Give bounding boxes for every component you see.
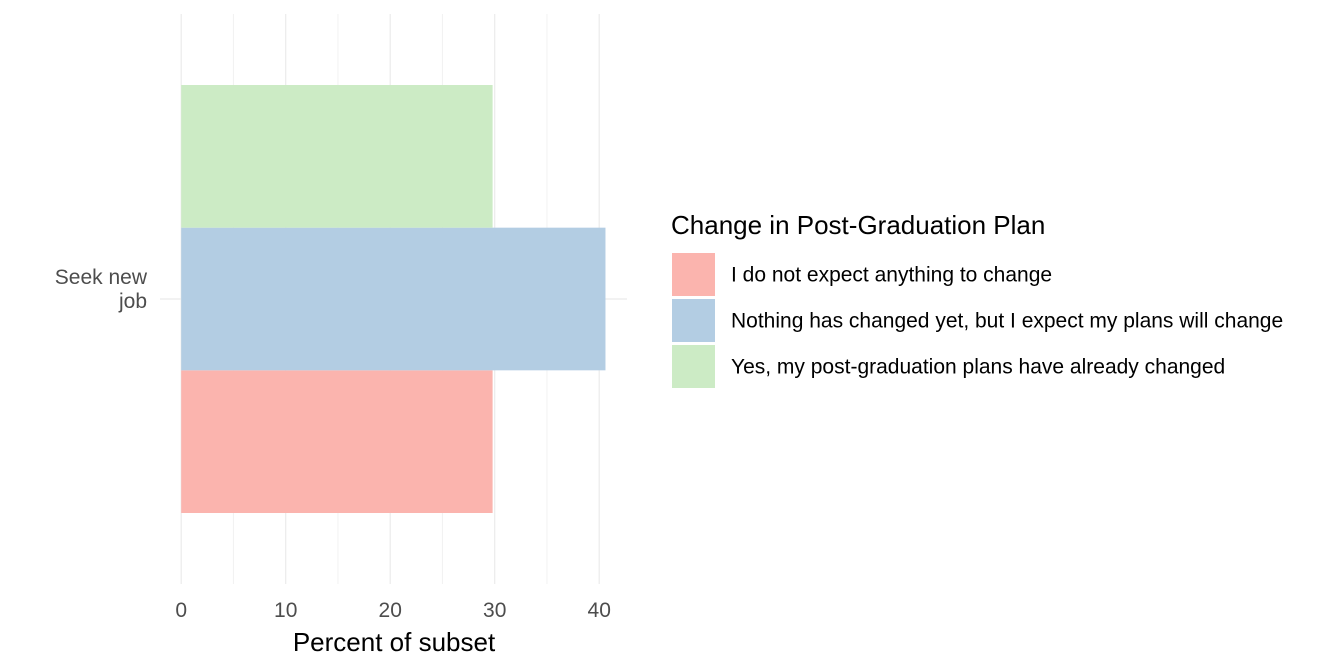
- bar: [181, 370, 493, 513]
- y-tick-label: Seek new job: [55, 266, 148, 313]
- legend-items: I do not expect anything to change Nothin…: [672, 253, 1283, 388]
- legend-title: Change in Post-Graduation Plan: [671, 210, 1045, 240]
- bars: [181, 85, 606, 513]
- legend-label: I do not expect anything to change: [731, 264, 1052, 287]
- legend-key: [672, 253, 715, 296]
- y-tick-labels: Seek new job: [55, 266, 148, 313]
- bar: [181, 227, 606, 371]
- x-tick-label: 0: [175, 599, 187, 622]
- x-tick-label: 20: [379, 599, 402, 622]
- legend: Change in Post-Graduation Plan I do not …: [671, 210, 1283, 388]
- legend-label: Nothing has changed yet, but I expect my…: [731, 310, 1283, 333]
- legend-key: [672, 299, 715, 342]
- x-tick-label: 10: [274, 599, 297, 622]
- bar: [181, 85, 493, 228]
- x-tick-label: 30: [483, 599, 506, 622]
- legend-key: [672, 345, 715, 388]
- legend-label: Yes, my post-graduation plans have alrea…: [731, 356, 1225, 379]
- x-tick-label: 40: [588, 599, 611, 622]
- x-tick-labels: 0 10 20 30 40: [175, 599, 611, 622]
- x-axis-title: Percent of subset: [293, 627, 496, 657]
